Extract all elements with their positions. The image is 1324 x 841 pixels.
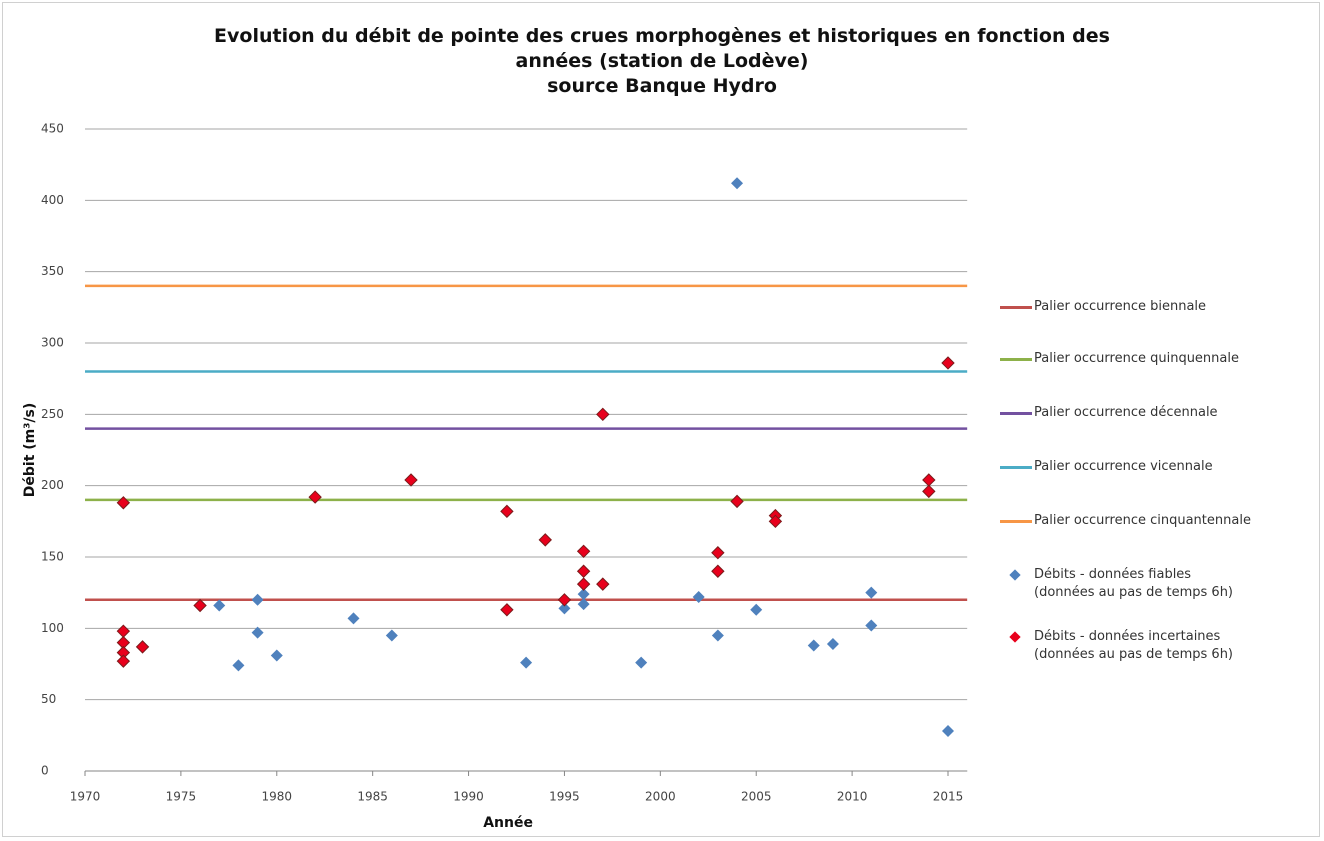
legend-label: Palier occurrence vicennale <box>1034 459 1213 474</box>
data-point <box>922 473 936 487</box>
legend-marker <box>1009 631 1021 643</box>
data-point <box>500 504 514 519</box>
data-point <box>711 546 725 560</box>
x-tick-label: 2015 <box>933 790 964 804</box>
data-point <box>576 564 591 578</box>
legend-label: Palier occurrence cinquantennale <box>1034 513 1251 528</box>
data-point <box>596 577 610 591</box>
data-point <box>520 656 533 669</box>
x-tick-label: 2000 <box>645 790 676 804</box>
x-tick-label: 1995 <box>549 790 580 804</box>
legend-item: Débits - données fiables (données au pas… <box>1000 566 1233 602</box>
legend-item: Palier occurrence vicennale <box>1000 458 1213 476</box>
legend-label: Débits - données fiables (données au pas… <box>1034 567 1233 600</box>
data-point <box>807 639 820 652</box>
y-tick-label: 300 <box>41 336 64 350</box>
y-tick-label: 50 <box>41 692 56 706</box>
data-point <box>116 654 131 668</box>
data-point <box>385 629 398 642</box>
legend-symbol <box>1000 350 1034 368</box>
y-tick-label: 100 <box>41 621 64 635</box>
data-point <box>635 656 648 669</box>
legend-symbol <box>1000 628 1034 646</box>
data-point <box>922 484 936 499</box>
data-point <box>865 586 878 599</box>
legend-line <box>1000 412 1032 415</box>
y-tick-label: 150 <box>41 550 64 564</box>
data-point <box>576 577 591 591</box>
data-point <box>577 588 590 601</box>
legend-symbol <box>1000 512 1034 530</box>
legend-symbol <box>1000 458 1034 476</box>
data-point <box>577 598 590 611</box>
data-point <box>308 490 322 504</box>
legend-item: Palier occurrence quinquennale <box>1000 350 1239 368</box>
data-point <box>692 590 705 603</box>
data-point <box>232 659 245 672</box>
legend-label: Palier occurrence biennale <box>1034 299 1207 314</box>
data-point <box>500 603 514 617</box>
legend-label: Palier occurrence quinquennale <box>1034 351 1239 366</box>
legend-symbol <box>1000 404 1034 422</box>
y-tick-label: 250 <box>41 407 64 421</box>
data-point <box>135 640 150 654</box>
data-point <box>251 593 264 606</box>
x-tick-label: 1970 <box>70 790 101 804</box>
data-point <box>711 629 724 642</box>
x-tick-label: 1985 <box>357 790 388 804</box>
data-point <box>558 602 571 615</box>
legend-item: Palier occurrence cinquantennale <box>1000 512 1251 530</box>
data-point <box>116 624 131 638</box>
legend-line <box>1000 466 1032 469</box>
data-point <box>116 496 131 510</box>
y-tick-label: 450 <box>41 122 64 136</box>
data-point <box>768 514 783 529</box>
data-point <box>865 619 878 632</box>
x-axis-label: Année <box>483 815 533 831</box>
legend-item: Débits - données incertaines (données au… <box>1000 628 1233 664</box>
data-point <box>193 598 207 613</box>
data-point <box>576 544 591 559</box>
legend-line <box>1000 520 1032 523</box>
data-point <box>711 564 725 578</box>
data-point <box>731 177 744 190</box>
x-tick-label: 1975 <box>166 790 197 804</box>
x-tick-label: 1990 <box>453 790 484 804</box>
legend-label: Débits - données incertaines (données au… <box>1034 629 1233 662</box>
x-tick-label: 1980 <box>262 790 293 804</box>
y-tick-label: 350 <box>41 264 64 278</box>
legend-label: Palier occurrence décennale <box>1034 405 1218 420</box>
data-point <box>557 593 572 607</box>
legend-symbol <box>1000 566 1034 584</box>
legend-symbol <box>1000 298 1034 316</box>
data-point <box>941 356 955 370</box>
legend-line <box>1000 306 1032 309</box>
legend-marker <box>1009 569 1021 581</box>
data-point <box>730 494 744 509</box>
x-tick-label: 2005 <box>741 790 772 804</box>
data-point <box>213 599 226 612</box>
y-tick-label: 400 <box>41 193 64 207</box>
legend-item: Palier occurrence décennale <box>1000 404 1218 422</box>
data-point <box>347 612 360 625</box>
data-point <box>942 725 954 738</box>
data-point <box>750 603 763 616</box>
x-tick-label: 2010 <box>837 790 868 804</box>
data-point <box>538 533 552 547</box>
y-axis-label: Débit (m³/s) <box>22 403 38 497</box>
y-tick-label: 200 <box>41 478 64 492</box>
y-tick-label: 0 <box>41 764 49 778</box>
chart-title: Evolution du débit de pointe des crues m… <box>214 25 1110 97</box>
data-point <box>826 638 839 651</box>
data-point <box>251 626 264 639</box>
data-point <box>596 407 610 422</box>
data-point <box>270 649 283 662</box>
legend-line <box>1000 358 1032 361</box>
legend-item: Palier occurrence biennale <box>1000 298 1206 316</box>
data-point <box>404 473 418 487</box>
